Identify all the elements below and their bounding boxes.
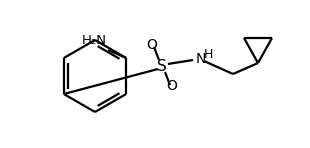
Text: H: H xyxy=(204,48,213,61)
Text: O: O xyxy=(166,79,177,93)
Text: N: N xyxy=(196,52,206,66)
Text: O: O xyxy=(147,38,157,52)
Text: H₂N: H₂N xyxy=(82,34,107,47)
Text: S: S xyxy=(157,58,167,74)
